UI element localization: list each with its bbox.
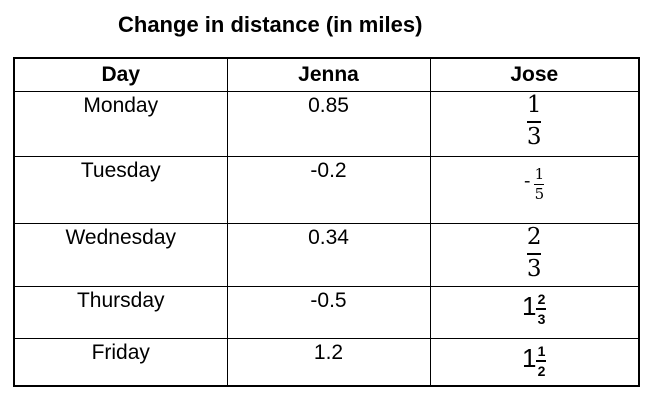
fraction-numerator: 2	[526, 223, 542, 250]
col-header-jenna: Jenna	[226, 57, 431, 92]
jenna-cell: -0.2	[226, 155, 431, 224]
distance-table: Day Jenna Jose Monday 0.85 1 3 Tuesday	[13, 57, 640, 387]
fraction: 1 2	[536, 342, 547, 379]
minus-sign: -	[524, 169, 531, 192]
table-row-monday: Monday 0.85 1 3	[13, 90, 640, 157]
fraction-numerator: 1	[534, 164, 545, 183]
header-row: Day Jenna Jose	[13, 57, 640, 92]
jose-cell: - 1 5	[429, 155, 640, 224]
jose-cell: 1 1 2	[429, 337, 640, 387]
table-row-tuesday: Tuesday -0.2 - 1 5	[13, 155, 640, 224]
jenna-cell: 0.34	[226, 222, 431, 287]
mixed-number: 1 1 2	[522, 341, 547, 379]
fraction-denominator: 3	[526, 123, 542, 150]
day-cell: Monday	[13, 90, 228, 157]
jenna-cell: 0.85	[226, 90, 431, 157]
day-cell: Thursday	[13, 285, 228, 339]
fraction-bar	[527, 252, 542, 255]
fraction: 2 3	[526, 223, 542, 282]
col-header-jose: Jose	[429, 57, 640, 92]
col-header-day: Day	[13, 57, 228, 92]
whole-number: 1	[522, 290, 537, 321]
table-row-wednesday: Wednesday 0.34 2 3	[13, 222, 640, 287]
table-row-thursday: Thursday -0.5 1 2 3	[13, 285, 640, 339]
fraction-bar	[536, 307, 547, 310]
day-cell: Tuesday	[13, 155, 228, 224]
mixed-number: 1 2 3	[522, 289, 547, 327]
signed-fraction: - 1 5	[524, 164, 545, 203]
fraction-denominator: 3	[537, 310, 546, 327]
day-cell: Friday	[13, 337, 228, 387]
fraction-denominator: 2	[537, 362, 546, 379]
fraction-bar	[534, 183, 545, 185]
fraction-numerator: 1	[526, 91, 542, 118]
day-cell: Wednesday	[13, 222, 228, 287]
fraction: 1 3	[526, 91, 542, 150]
whole-number: 1	[522, 342, 537, 373]
jose-cell: 1 3	[429, 90, 640, 157]
jenna-cell: -0.5	[226, 285, 431, 339]
fraction-numerator: 1	[537, 342, 546, 359]
fraction: 1 5	[534, 164, 545, 203]
fraction-denominator: 5	[534, 185, 545, 203]
jose-cell: 1 2 3	[429, 285, 640, 339]
fraction-bar	[536, 359, 547, 362]
fraction: 2 3	[536, 290, 547, 327]
fraction-denominator: 3	[526, 255, 542, 282]
table-title: Change in distance (in miles)	[118, 12, 423, 37]
jenna-cell: 1.2	[226, 337, 431, 387]
fraction-bar	[527, 120, 542, 123]
table-row-friday: Friday 1.2 1 1 2	[13, 337, 640, 387]
jose-cell: 2 3	[429, 222, 640, 287]
fraction-numerator: 2	[537, 290, 546, 307]
